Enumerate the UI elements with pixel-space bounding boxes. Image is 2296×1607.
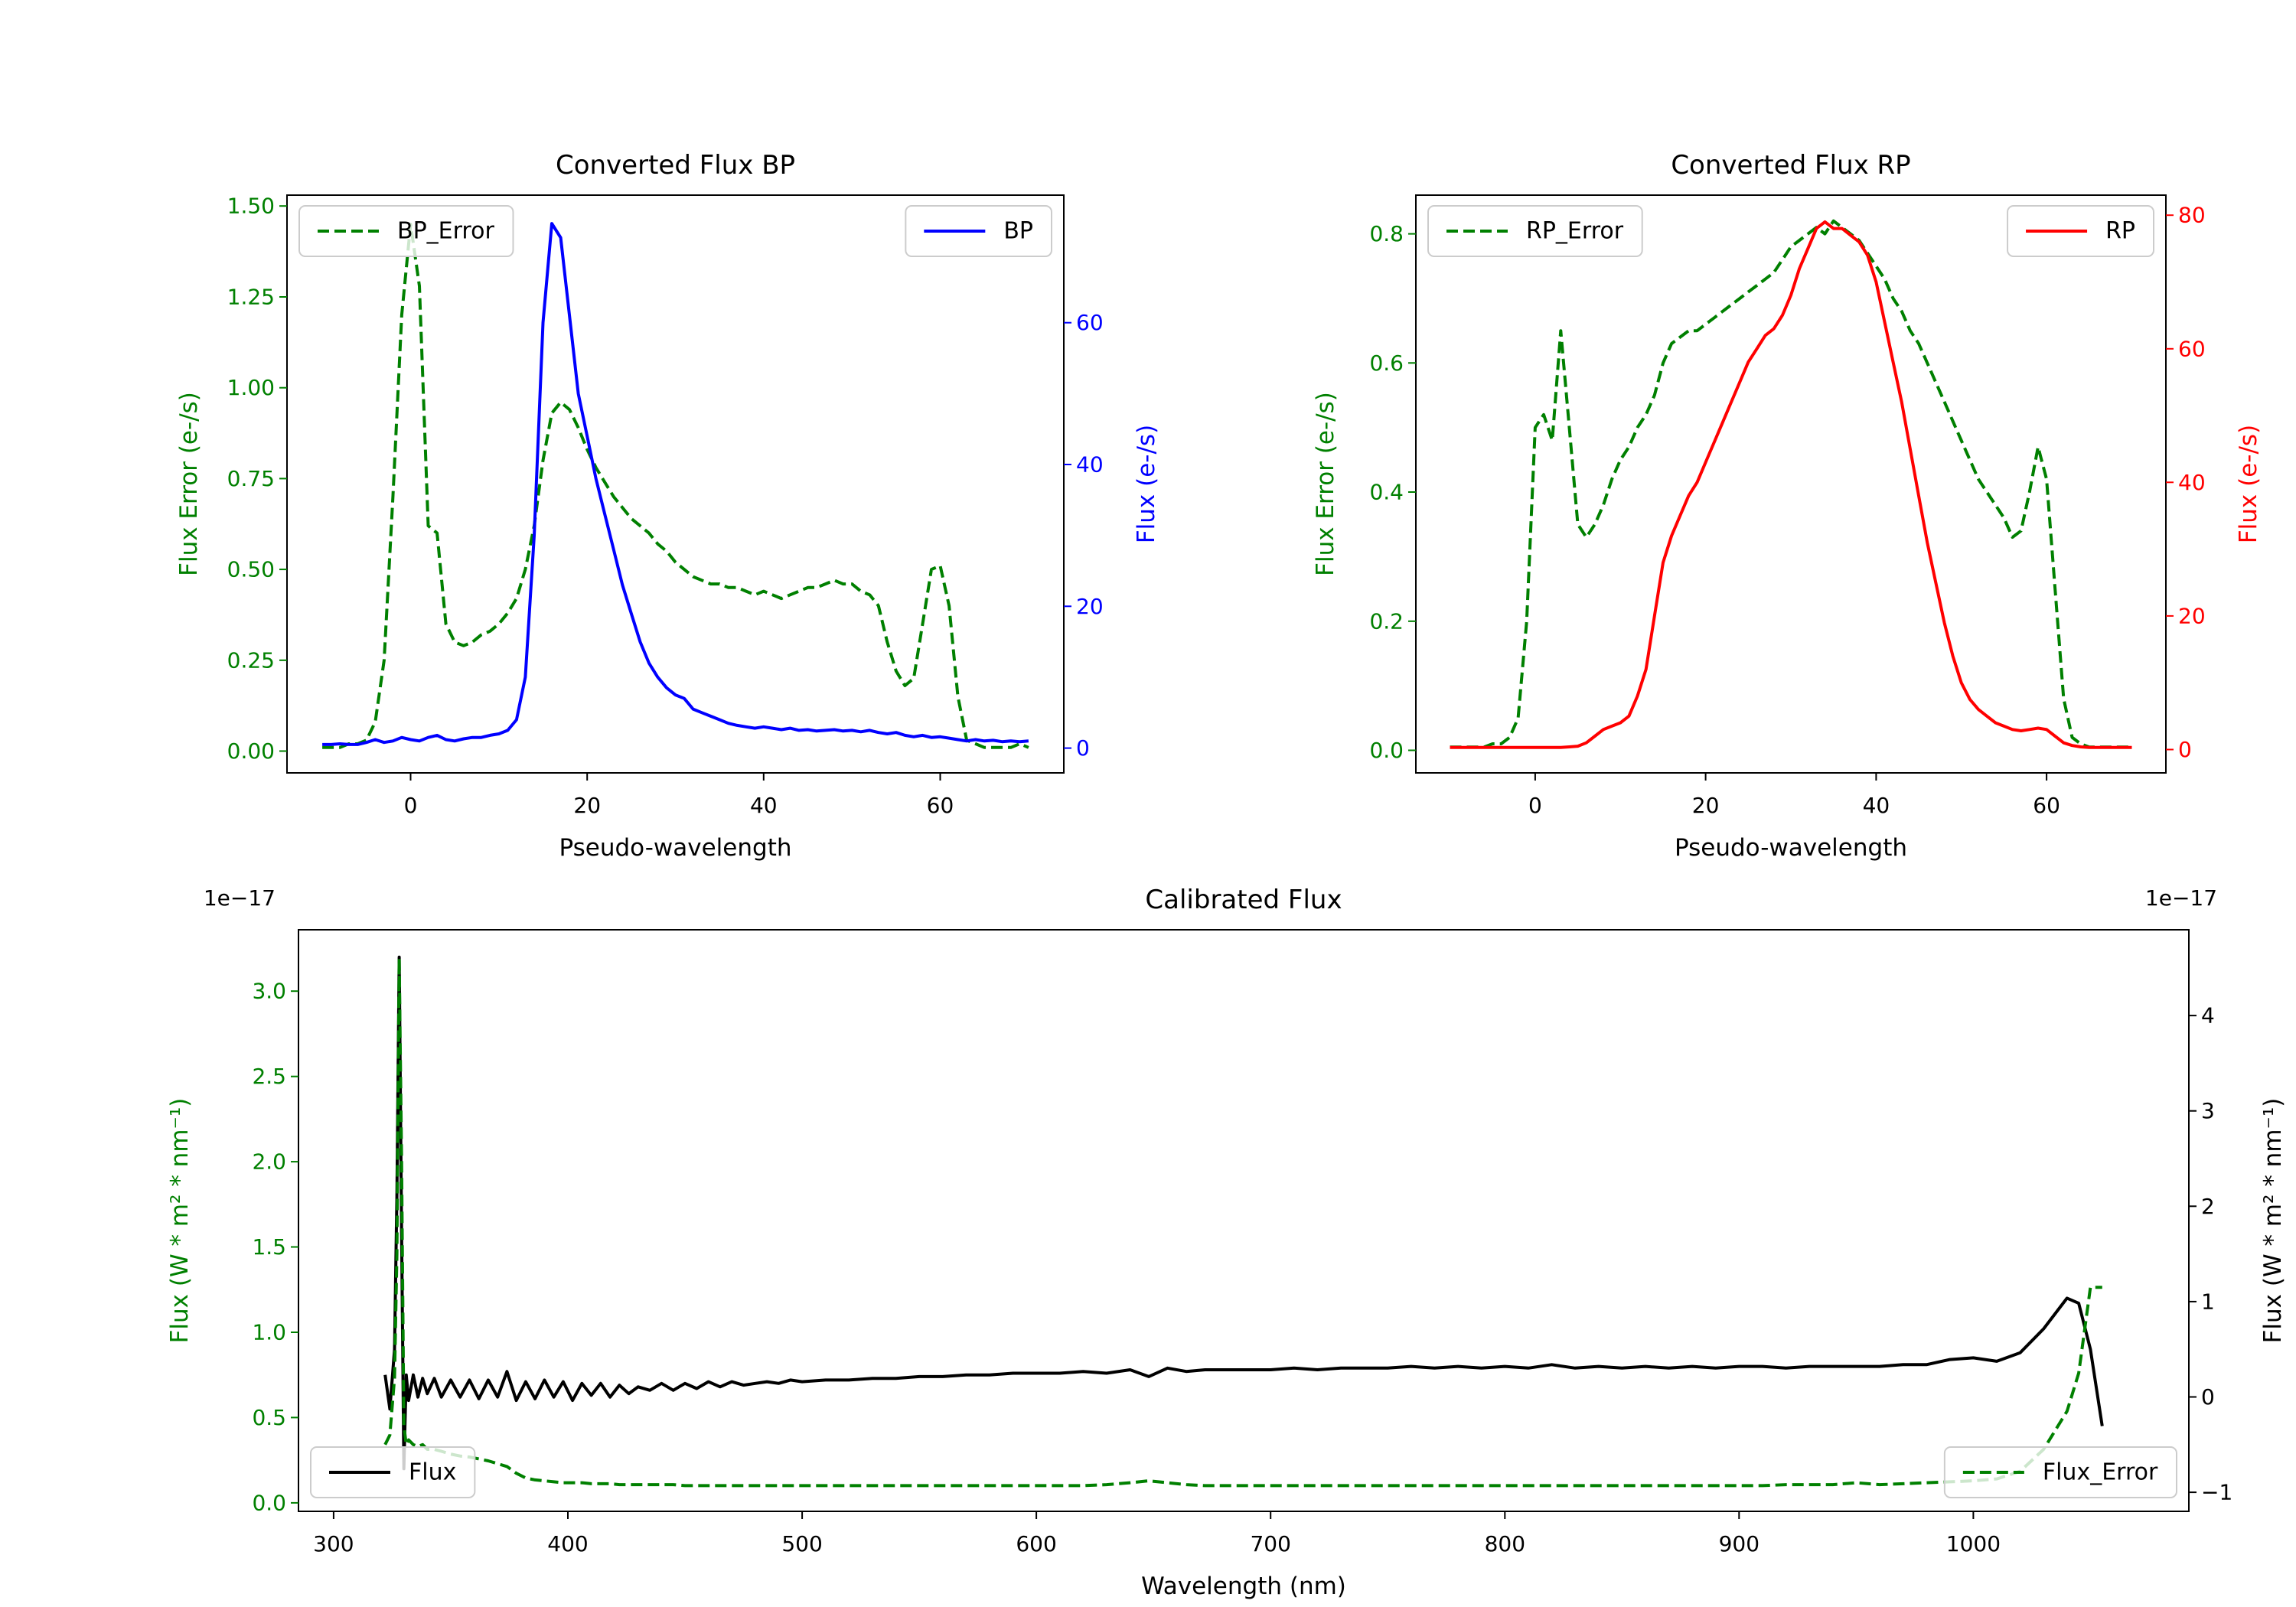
left-tick-label: 0.4 xyxy=(1369,480,1404,505)
left-tick-label: 3.0 xyxy=(252,979,286,1004)
legend-box xyxy=(1943,1446,2177,1498)
axes-frame xyxy=(298,929,2190,1512)
left-tick-label: 1.25 xyxy=(227,285,275,310)
axes-frame xyxy=(286,194,1065,774)
legend-label: RP_Error xyxy=(1526,218,1624,245)
x-axis-label: Pseudo-wavelength xyxy=(1675,834,1907,862)
left-tick-label: 1.5 xyxy=(252,1234,286,1260)
chart-converted-flux-bp: 0 20 40 60 0.00 0.25 0.50 0.75 1.00 1.25 1.50 0 20 40… xyxy=(175,150,1160,862)
right-tick-label: 0 xyxy=(1076,735,1090,761)
right-tick-label: 60 xyxy=(2178,336,2206,361)
bp-error-line xyxy=(322,223,1029,749)
x-tick-label: 0 xyxy=(404,793,418,818)
left-tick-label: 1.50 xyxy=(227,194,275,219)
legend-label: Flux_Error xyxy=(2043,1459,2158,1486)
left-tick-label: 1.00 xyxy=(227,375,275,400)
x-tick-label: 40 xyxy=(750,793,778,818)
left-tick-label: 0.2 xyxy=(1369,608,1404,634)
right-tick-label: 2 xyxy=(2201,1194,2215,1219)
left-axis-label: Flux Error (e-/s) xyxy=(1312,392,1339,576)
legend-bp: BP xyxy=(905,205,1052,257)
right-tick-label: 20 xyxy=(1076,594,1104,619)
legend-flux: Flux xyxy=(310,1446,476,1498)
left-tick-label: 0.8 xyxy=(1369,221,1404,246)
chart-title: Calibrated Flux xyxy=(1145,885,1342,915)
right-tick-label: 40 xyxy=(1076,452,1104,478)
legend-label: BP xyxy=(1003,218,1033,245)
right-offset-text: 1e−17 xyxy=(2145,885,2217,911)
legend-label: BP_Error xyxy=(397,218,494,245)
axes-frame xyxy=(1415,194,2167,774)
legend-label: RP xyxy=(2105,218,2135,245)
chart-converted-flux-rp: 0 20 40 60 0.0 0.2 0.4 0.6 0.8 0 20 40 60 80 Flux Erro… xyxy=(1312,150,2262,862)
x-tick-label: 900 xyxy=(1719,1531,1760,1556)
right-tick-label: 1 xyxy=(2201,1289,2215,1314)
legend-label: Flux xyxy=(409,1459,456,1486)
x-tick-label: 800 xyxy=(1485,1531,1525,1556)
left-tick-label: 0.5 xyxy=(252,1405,286,1430)
right-tick-label: 20 xyxy=(2178,603,2206,628)
chart-title: Converted Flux RP xyxy=(1671,150,1910,181)
legend-box xyxy=(298,205,514,257)
legend-bp-error: BP_Error xyxy=(298,205,514,257)
right-tick-label: 3 xyxy=(2201,1098,2215,1123)
left-tick-label: 2.0 xyxy=(252,1149,286,1175)
left-tick-label: 1.0 xyxy=(252,1320,286,1345)
right-tick-label: 60 xyxy=(1076,310,1104,335)
x-tick-label: 600 xyxy=(1016,1531,1056,1556)
left-tick-label: 0.6 xyxy=(1369,350,1404,376)
x-tick-label: 20 xyxy=(573,793,601,818)
x-tick-label: 400 xyxy=(547,1531,588,1556)
x-tick-label: 60 xyxy=(2033,793,2060,818)
right-tick-label: 0 xyxy=(2178,737,2192,762)
left-tick-label: 0.00 xyxy=(227,738,275,764)
bp-line xyxy=(322,222,1029,746)
right-axis-label: Flux (W * m² * nm⁻¹) xyxy=(2259,1098,2287,1344)
legend-box xyxy=(1427,205,1643,257)
right-axis-label: Flux (e-/s) xyxy=(1133,425,1160,543)
legend-flux-error: Flux_Error xyxy=(1943,1446,2177,1498)
left-tick-label: 2.5 xyxy=(252,1064,286,1089)
rp-error-line xyxy=(1450,219,2132,749)
right-tick-label: 4 xyxy=(2201,1003,2215,1028)
chart-calibrated-flux: 300 400 500 600 700 800 900 1000 0.0 0.5 1.0 1.5 2.0… xyxy=(166,885,2287,1600)
left-tick-label: 0.0 xyxy=(252,1490,286,1515)
left-tick-label: 0.50 xyxy=(227,557,275,582)
plot-area xyxy=(1450,219,2132,749)
right-tick-label: −1 xyxy=(2201,1480,2232,1505)
x-tick-label: 0 xyxy=(1528,793,1542,818)
plot-area xyxy=(322,222,1029,749)
right-axis-label: Flux (e-/s) xyxy=(2235,425,2262,543)
legend-box xyxy=(310,1446,476,1498)
right-tick-label: 0 xyxy=(2201,1384,2215,1410)
left-axis-label: Flux Error (e-/s) xyxy=(175,392,203,576)
left-offset-text: 1e−17 xyxy=(204,885,276,911)
x-tick-label: 300 xyxy=(313,1531,354,1556)
x-tick-label: 60 xyxy=(927,793,954,818)
rp-line xyxy=(1450,220,2132,749)
right-tick-label: 80 xyxy=(2178,203,2206,228)
x-axis-label: Pseudo-wavelength xyxy=(559,834,791,862)
x-tick-label: 1000 xyxy=(1946,1531,2001,1556)
left-tick-label: 0.75 xyxy=(227,466,275,491)
left-tick-label: 0.25 xyxy=(227,647,275,673)
right-tick-label: 40 xyxy=(2178,470,2206,495)
left-tick-label: 0.0 xyxy=(1369,738,1404,763)
x-tick-label: 20 xyxy=(1692,793,1720,818)
chart-title: Converted Flux BP xyxy=(556,150,795,181)
flux-error-line xyxy=(383,957,2102,1488)
flux-line xyxy=(383,955,2104,1471)
plot-area xyxy=(383,955,2104,1488)
legend-rp: RP xyxy=(2007,205,2154,257)
legend-rp-error: RP_Error xyxy=(1427,205,1643,257)
left-axis-label: Flux (W * m² * nm⁻¹) xyxy=(166,1098,194,1344)
x-tick-label: 700 xyxy=(1250,1531,1290,1556)
x-axis-label: Wavelength (nm) xyxy=(1141,1573,1346,1600)
x-tick-label: 40 xyxy=(1863,793,1890,818)
x-tick-label: 500 xyxy=(781,1531,822,1556)
